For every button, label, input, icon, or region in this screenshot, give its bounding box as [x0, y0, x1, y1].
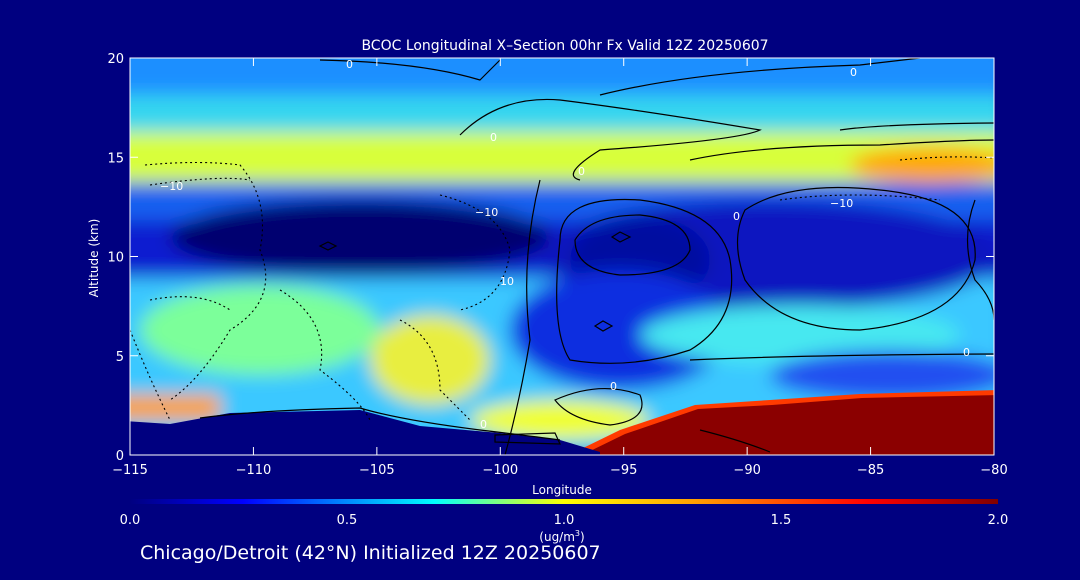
contour-top-east	[599, 58, 921, 96]
plot-area	[130, 58, 994, 455]
contour-label: 10	[500, 275, 514, 288]
contour-label: 0	[346, 58, 353, 71]
field-cyan-east	[640, 305, 960, 365]
field-band-yellow	[130, 132, 994, 187]
contour-small-2	[610, 231, 632, 243]
x-tick-label: −80	[980, 463, 1007, 478]
contour-neg-east	[779, 194, 941, 201]
contour-east-cell	[736, 186, 976, 331]
colorbar-unit-base: (ug/m	[539, 530, 575, 544]
colorbar-ticks: 0.0 0.5 1.0 1.5 2.0	[120, 513, 1009, 528]
y-tick-label: 15	[107, 151, 124, 166]
contour-label: −10	[160, 180, 183, 193]
contour-neg-west-2	[149, 177, 251, 186]
contour-neg-west-1	[144, 161, 267, 401]
y-tick-label: 20	[107, 52, 124, 67]
contour-band-east	[839, 122, 994, 131]
contour-vertical-center	[504, 179, 541, 455]
colorbar-tick-label: 0.0	[120, 513, 141, 528]
contour-neg-tall	[130, 329, 171, 421]
contour-label: 0	[963, 346, 970, 359]
contour-upper-loop	[459, 98, 762, 181]
field-yellow-center	[370, 315, 490, 405]
y-axis-label: Altitude (km)	[87, 219, 101, 298]
contour-center-outer	[556, 198, 733, 364]
contour-small-1	[318, 241, 338, 251]
x-axis: −115 −110 −105 −100 −95 −90 −85 −80	[112, 58, 1008, 478]
field-blue-center	[510, 270, 730, 390]
contour-surface-box	[494, 432, 561, 445]
contour-small-3	[593, 320, 614, 332]
field-core-west	[170, 199, 550, 275]
chart-title: BCOC Longitudinal X–Section 00hr Fx Vali…	[361, 38, 768, 54]
colorbar-tick-label: 0.5	[337, 513, 358, 528]
contour-label: 0	[733, 210, 740, 223]
high-concentration-core	[582, 395, 994, 455]
colorbar-unit-close: )	[580, 530, 585, 544]
x-tick-label: −115	[112, 463, 148, 478]
field-near-surface	[130, 395, 220, 420]
contour-neg-west-3	[279, 289, 371, 421]
contour-label: −10	[475, 206, 498, 219]
contour-upper-arch	[319, 59, 501, 81]
field-yellow-base	[470, 400, 650, 440]
colorbar	[130, 499, 998, 504]
contour-label: 0	[578, 165, 585, 178]
field-hot-upper-east	[850, 147, 994, 183]
dotted-contours	[130, 156, 994, 421]
field-band-cyan	[130, 95, 994, 135]
contour-label-group: 0 0 0 0 0 0 0 0 −10 −10 −10 10	[160, 58, 970, 431]
terrain	[130, 410, 600, 455]
contour-label: 0	[610, 380, 617, 393]
solid-contours	[199, 58, 994, 455]
contour-label: −10	[830, 197, 853, 210]
x-tick-label: −110	[236, 463, 272, 478]
x-tick-label: −100	[482, 463, 518, 478]
contour-surface-east	[699, 429, 771, 453]
colorbar-tick-label: 1.0	[554, 513, 575, 528]
x-tick-label: −95	[610, 463, 637, 478]
contour-label: 0	[850, 66, 857, 79]
x-tick-label: −90	[733, 463, 760, 478]
x-tick-label: −105	[359, 463, 395, 478]
x-axis-label: Longitude	[532, 483, 592, 497]
y-tick-label: 10	[107, 251, 124, 266]
footer-location: Chicago/Detroit (42°N) Initialized 12Z 2…	[140, 542, 601, 564]
contour-lower-east	[689, 353, 994, 361]
contour-neg-center	[399, 319, 471, 421]
y-tick-label: 5	[116, 350, 124, 365]
contour-label: 0	[490, 131, 497, 144]
colorbar-tick-label: 1.5	[771, 513, 792, 528]
y-tick-label: 0	[116, 449, 124, 464]
field-green-west	[140, 285, 380, 375]
contour-east-right	[966, 199, 994, 321]
concentration-field	[130, 58, 994, 455]
contour-east-loop	[689, 139, 994, 161]
field-blue-east	[770, 350, 994, 400]
colorbar-tick-label: 2.0	[988, 513, 1009, 528]
x-tick-label: −85	[857, 463, 884, 478]
contour-neg-mid	[149, 296, 231, 311]
contour-center-cell	[574, 214, 691, 276]
colorbar-unit: (ug/m3)	[539, 529, 584, 544]
contour-lower-pocket	[554, 388, 643, 426]
contour-neg-east-2	[899, 156, 994, 161]
colorbar-unit-exp: 3	[575, 529, 580, 538]
y-axis: 0 5 10 15 20	[107, 52, 994, 464]
contour-label: 0	[480, 418, 487, 431]
